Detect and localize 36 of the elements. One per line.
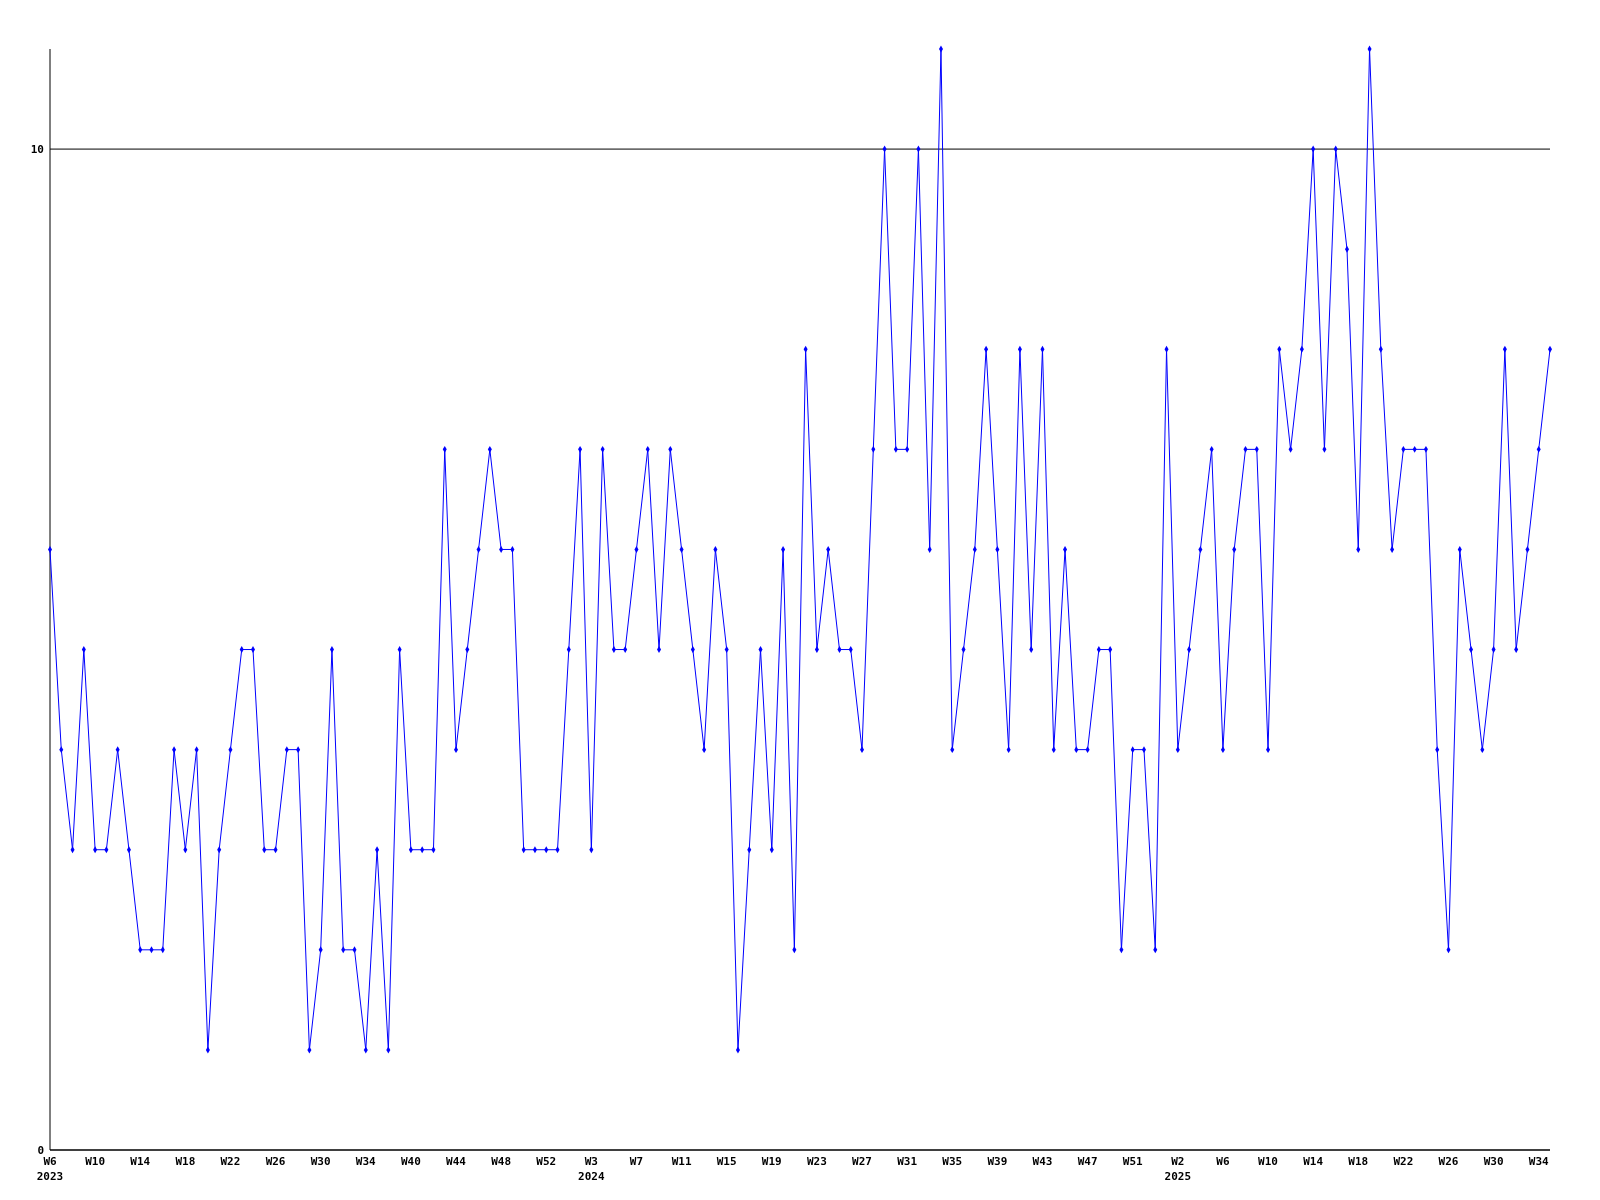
x-tick-label: W34 [355,1155,377,1168]
x-tick-label: W30 [1483,1155,1504,1168]
y-tick-label: 0 [37,1143,44,1157]
x-tick-label: W47 [1077,1155,1098,1168]
x-tick-label: W14 [1303,1155,1324,1168]
x-tick-label: W6 [1216,1155,1230,1168]
x-tick-label: W3 2024 [578,1155,605,1183]
x-tick-label: W31 [897,1155,918,1168]
x-tick-label: W19 [761,1155,782,1168]
x-tick-label: W11 [671,1155,692,1168]
x-tick-label: W34 [1528,1155,1550,1168]
x-tick-label: W43 [1032,1155,1053,1168]
x-tick-label: W48 [491,1155,512,1168]
x-tick-label: W52 [536,1155,557,1168]
x-tick-label: W39 [987,1155,1008,1168]
x-tick-label: W18 [175,1155,196,1168]
x-tick-label: W6 2023 [36,1155,64,1183]
x-tick-label: W18 [1348,1155,1369,1168]
x-tick-label: W7 [629,1155,644,1168]
x-tick-label: W10 [85,1155,106,1168]
y-tick-label: 10 [30,142,44,156]
x-tick-label: W10 [1258,1155,1278,1168]
x-tick-label: W22 [220,1155,241,1168]
x-tick-label: W26 [265,1155,286,1168]
x-tick-label: W30 [310,1155,331,1168]
x-tick-label: W14 [130,1155,151,1168]
x-tick-label: W27 [852,1155,872,1168]
x-tick-label: W22 [1393,1155,1414,1168]
x-tick-label: W44 [446,1155,467,1168]
x-tick-label: W23 [806,1155,827,1168]
x-tick-label: W26 [1438,1155,1459,1168]
x-tick-label: W51 [1122,1155,1144,1168]
x-tick-label: W15 [716,1155,737,1168]
x-tick-label: W40 [400,1155,421,1168]
x-tick-label: W2 2025 [1164,1155,1192,1183]
x-tick-label: W35 [942,1155,963,1168]
